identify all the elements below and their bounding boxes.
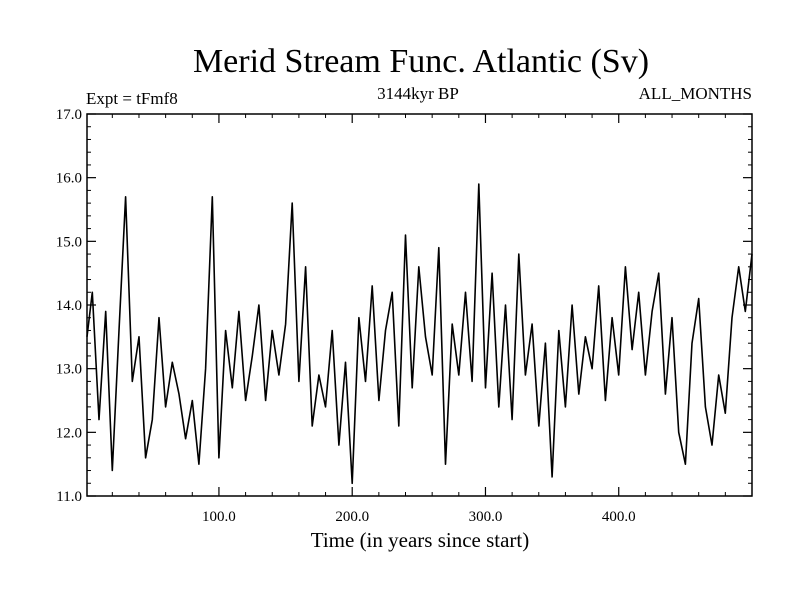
y-tick-label: 14.0 [56, 298, 82, 314]
y-tick-label: 12.0 [56, 425, 82, 441]
y-axis: 11.0 12.0 13.0 14.0 15.0 16.0 17.0 [56, 107, 752, 505]
x-tick-label: 300.0 [469, 509, 503, 525]
months-label: ALL_MONTHS [639, 84, 752, 103]
x-axis: 100.0 200.0 300.0 400.0 [111, 114, 726, 525]
series-layer [86, 183, 753, 485]
y-tick-label: 15.0 [56, 234, 82, 250]
date-label: 3144kyr BP [377, 84, 459, 103]
x-tick-label: 200.0 [335, 509, 369, 525]
y-tick-label: 11.0 [56, 489, 82, 505]
x-axis-label: Time (in years since start) [311, 528, 530, 552]
y-tick-label: 13.0 [56, 362, 82, 378]
plot-frame [86, 113, 753, 497]
y-tick-label: 17.0 [56, 107, 82, 123]
experiment-label: Expt = tFmf8 [86, 89, 178, 108]
x-tick-label: 100.0 [202, 509, 236, 525]
x-tick-label: 400.0 [602, 509, 636, 525]
chart-title: Merid Stream Func. Atlantic (Sv) [193, 43, 649, 80]
series-line [86, 183, 753, 485]
y-tick-label: 16.0 [56, 171, 82, 187]
